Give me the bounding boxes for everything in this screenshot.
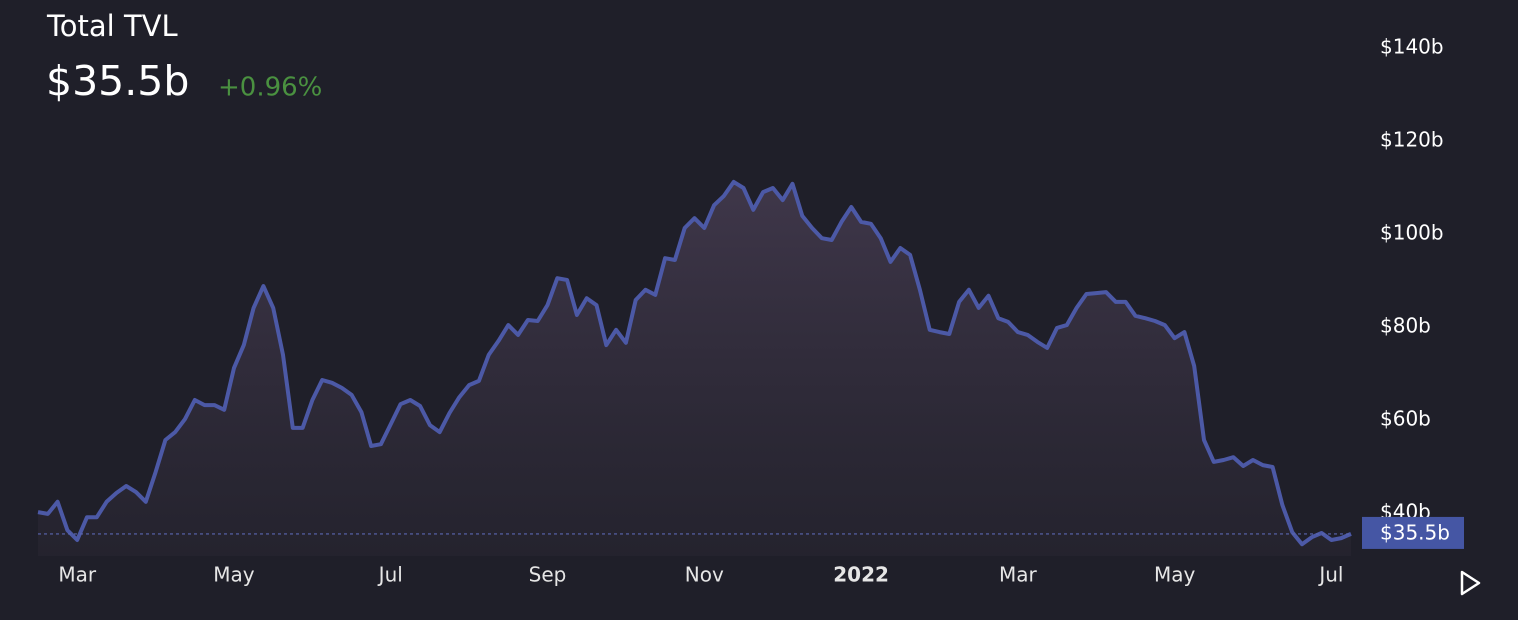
current-value-badge-label: $35.5b [1380, 520, 1450, 544]
y-tick-label: $140b [1380, 35, 1444, 59]
x-tick-label: Jul [377, 563, 403, 587]
y-tick-label: $120b [1380, 128, 1444, 152]
area-fill [38, 181, 1351, 556]
x-tick-label: Sep [529, 563, 567, 587]
y-tick-label: $100b [1380, 221, 1444, 245]
current-value-badge [1362, 516, 1464, 549]
x-tick-label: May [1154, 563, 1196, 587]
x-tick-label: Jul [1317, 563, 1343, 587]
x-tick-label: Mar [999, 563, 1038, 587]
play-button[interactable] [1460, 570, 1481, 596]
x-tick-label: May [213, 563, 255, 587]
current-value: $35.5b [46, 57, 189, 105]
x-tick-label: Mar [58, 563, 97, 587]
x-tick-label: Nov [685, 563, 724, 587]
y-tick-label: $80b [1380, 314, 1431, 338]
chart-title: Total TVL [46, 9, 178, 43]
y-tick-label: $60b [1380, 407, 1431, 431]
change-value: +0.96% [218, 73, 322, 103]
line [37, 179, 1352, 547]
x-tick-label: 2022 [833, 563, 889, 587]
